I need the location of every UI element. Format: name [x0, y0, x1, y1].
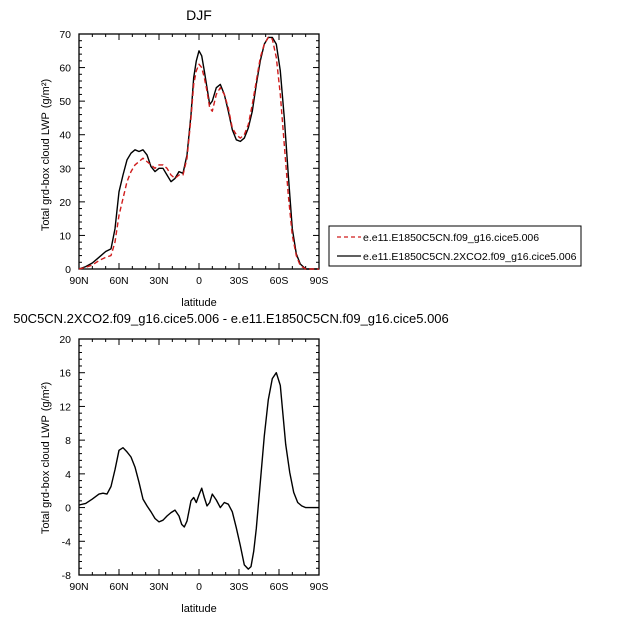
top-y-tick-label: 30	[59, 163, 71, 175]
top-series-line-1	[78, 36, 319, 270]
legend-label-2xco2: e.e11.E1850C5CN.2XCO2.f09_g16.cice5.006	[363, 251, 577, 263]
bottom-chart-title: 50C5CN.2XCO2.f09_g16.cice5.006 - e.e11.E…	[13, 311, 449, 326]
legend-box	[328, 225, 582, 267]
bottom-y-tick-label: 20	[59, 334, 71, 346]
top-x-tick-label: 60S	[270, 275, 289, 287]
bottom-y-tick-label: -8	[62, 570, 71, 582]
bottom-x-tick-label: 30N	[149, 581, 168, 593]
top-x-tick-label: 60N	[109, 275, 128, 287]
top-y-tick-label: 10	[59, 230, 71, 242]
bottom-x-tick-label: 0	[196, 581, 202, 593]
top-y-tick-label: 40	[59, 130, 71, 142]
bottom-series-line-0	[78, 372, 319, 570]
bottom-y-tick-label: -4	[62, 536, 71, 548]
top-plot-area: 90N 60N 30N 0 30S 60S 90S 0 10 20 30 40 50 60 70	[59, 29, 328, 287]
top-x-axis-label: latitude	[181, 297, 216, 309]
top-series-line-0	[78, 36, 319, 270]
bottom-plot-area: 90N 60N 30N 0 30S 60S 90S -8 -4 0 4 8 12 16 20	[59, 334, 328, 593]
bottom-y-tick-label: 4	[65, 469, 71, 481]
bottom-y-axis-units: (g/m²)	[40, 382, 52, 411]
top-y-tick-label: 0	[65, 264, 71, 276]
legend: e.e11.E1850C5CN.f09_g16.cice5.006 e.e11.…	[328, 225, 582, 267]
bottom-x-tick-label: 90N	[69, 581, 88, 593]
top-x-tick-label: 0	[196, 275, 202, 287]
bottom-x-tick-label: 90S	[310, 581, 329, 593]
bottom-plot-frame	[78, 338, 320, 576]
top-y-tick-label: 70	[59, 29, 71, 41]
bottom-x-tick-label: 30S	[230, 581, 249, 593]
bottom-y-tick-label: 16	[59, 368, 71, 380]
top-x-tick-label: 90S	[310, 275, 329, 287]
top-y-axis-units: (g/m²)	[40, 79, 52, 108]
top-plot-frame	[78, 33, 320, 270]
bottom-y-axis-label-text: Total grd-box cloud LWP	[40, 415, 52, 534]
bottom-y-tick-label: 8	[65, 435, 71, 447]
bottom-x-tick-label: 60N	[109, 581, 128, 593]
top-y-tick-label: 20	[59, 197, 71, 209]
top-y-tick-label: 60	[59, 63, 71, 75]
top-x-tick-label: 30S	[230, 275, 249, 287]
bottom-y-tick-label: 12	[59, 401, 71, 413]
bottom-x-tick-label: 60S	[270, 581, 289, 593]
top-y-axis-label: Total grd-box cloud LWP (g/m²)	[40, 79, 52, 231]
bottom-y-axis-label: Total grd-box cloud LWP (g/m²)	[40, 382, 52, 534]
top-x-tick-label: 90N	[69, 275, 88, 287]
bottom-x-axis-label: latitude	[181, 603, 216, 615]
top-x-tick-label: 30N	[149, 275, 168, 287]
top-y-tick-label: 50	[59, 96, 71, 108]
top-chart-title: DJF	[186, 7, 212, 23]
bottom-y-tick-label: 0	[65, 503, 71, 515]
legend-label-control: e.e11.E1850C5CN.f09_g16.cice5.006	[363, 232, 539, 244]
top-y-axis-label-text: Total grd-box cloud LWP	[40, 112, 52, 231]
